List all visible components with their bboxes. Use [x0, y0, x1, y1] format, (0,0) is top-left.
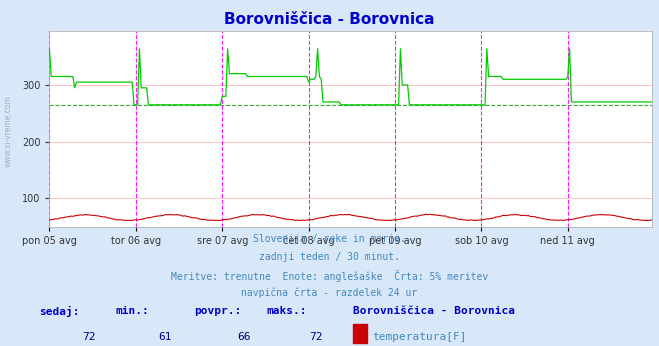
Text: 61: 61 — [158, 332, 171, 342]
Text: www.si-vreme.com: www.si-vreme.com — [3, 95, 13, 167]
Text: povpr.:: povpr.: — [194, 306, 242, 316]
Text: temperatura[F]: temperatura[F] — [372, 332, 467, 342]
Text: min.:: min.: — [115, 306, 149, 316]
Text: navpična črta - razdelek 24 ur: navpična črta - razdelek 24 ur — [241, 288, 418, 298]
Text: Borovniščica - Borovnica: Borovniščica - Borovnica — [353, 306, 515, 316]
Text: maks.:: maks.: — [267, 306, 307, 316]
Text: Slovenija / reke in morje.: Slovenija / reke in morje. — [253, 234, 406, 244]
Text: Meritve: trenutne  Enote: anglešaške  Črta: 5% meritev: Meritve: trenutne Enote: anglešaške Črta… — [171, 270, 488, 282]
Text: 72: 72 — [310, 332, 323, 342]
Text: sedaj:: sedaj: — [40, 306, 80, 317]
Text: Borovniščica - Borovnica: Borovniščica - Borovnica — [224, 12, 435, 27]
Text: 72: 72 — [82, 332, 96, 342]
Text: zadnji teden / 30 minut.: zadnji teden / 30 minut. — [259, 252, 400, 262]
Text: 66: 66 — [237, 332, 250, 342]
